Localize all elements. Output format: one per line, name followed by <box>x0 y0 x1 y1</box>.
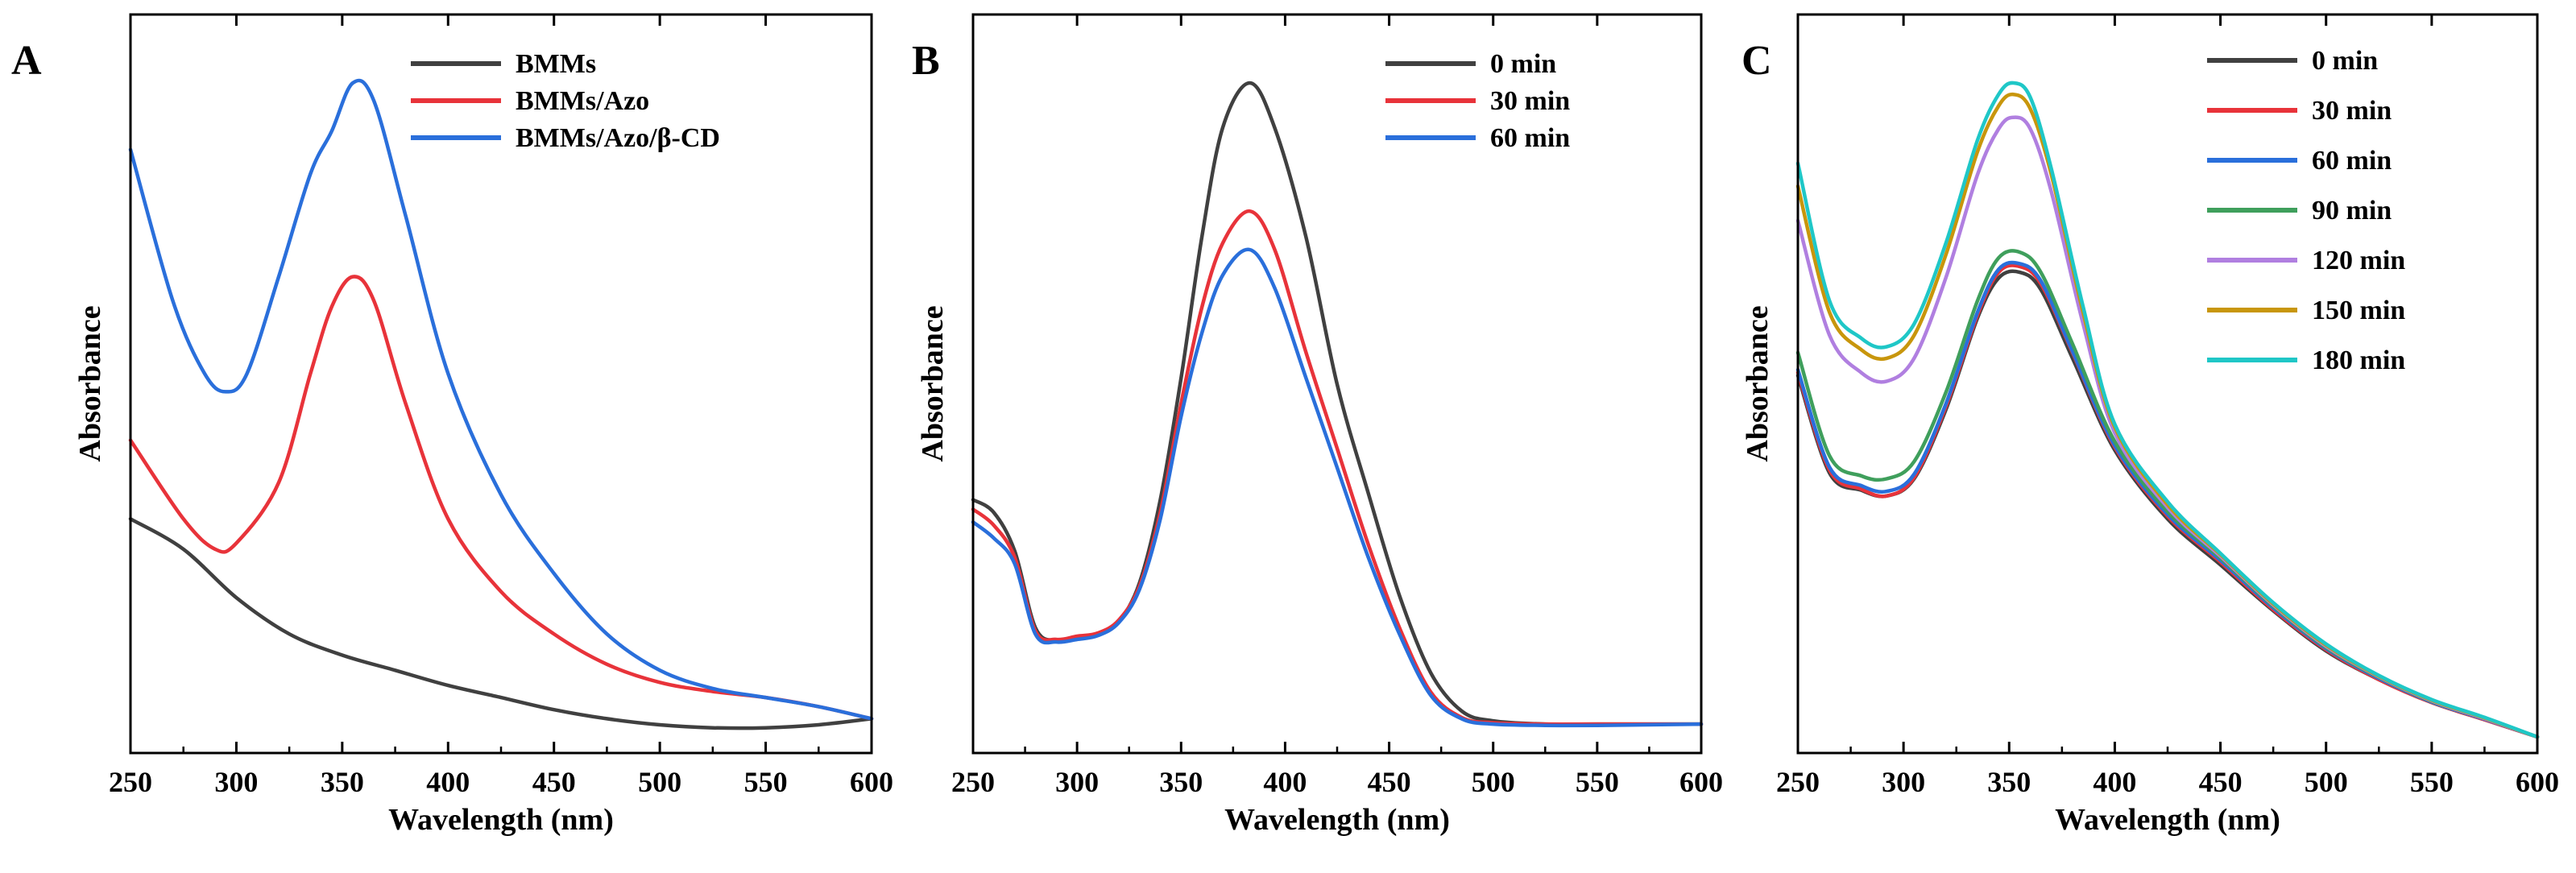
legend-label: 0 min <box>1490 49 1556 79</box>
x-tick-label: 300 <box>1882 766 1925 798</box>
series-line-c-6 <box>1795 81 2540 739</box>
legend-label: 60 min <box>2312 146 2392 176</box>
legend-label: BMMs <box>516 49 596 79</box>
x-tick-label: 300 <box>214 766 258 798</box>
legend: BMMs BMMs/Azo BMMs/Azo/β-CD <box>411 49 720 153</box>
y-axis-label: Absorbance <box>73 305 107 461</box>
legend: 0 min 30 min 60 min <box>1385 49 1570 153</box>
x-tick-label: 550 <box>2410 766 2454 798</box>
x-tick-label: 250 <box>1776 766 1820 798</box>
x-axis-label: Wavelength (nm) <box>388 803 614 837</box>
legend-label: BMMs/Azo/β-CD <box>516 123 720 153</box>
x-tick-label: 450 <box>1368 766 1411 798</box>
x-tick-label: 300 <box>1055 766 1099 798</box>
legend-label: 30 min <box>2312 96 2392 126</box>
x-tick-label: 550 <box>744 766 788 798</box>
legend-label: 30 min <box>1490 86 1570 116</box>
y-axis-label: Absorbance <box>916 305 950 461</box>
x-tick-label: 550 <box>1576 766 1619 798</box>
x-tick-label: 350 <box>321 766 364 798</box>
x-tick-label: 250 <box>109 766 152 798</box>
legend-label: 90 min <box>2312 196 2392 225</box>
panel-letter: B <box>912 38 940 84</box>
x-tick-label: 600 <box>2516 766 2559 798</box>
series-line-c-4 <box>1795 115 2540 739</box>
x-tick-label: 500 <box>638 766 681 798</box>
x-tick-label: 350 <box>1159 766 1203 798</box>
panel-c: 250 300 350 400 450 500 550 600 Wavelength (nm) A… <box>1741 13 2559 837</box>
x-tick-label: 400 <box>1263 766 1307 798</box>
legend-label: 0 min <box>2312 46 2378 76</box>
y-axis-label: Absorbance <box>1741 305 1775 461</box>
panel-letter: A <box>11 38 42 84</box>
legend-label: 120 min <box>2312 246 2405 275</box>
series-line-b-0 <box>971 81 1704 726</box>
panel-letter: C <box>1741 38 1772 84</box>
panel-b: 250 300 350 400 450 500 550 600 Wavelength (nm) A… <box>912 13 1723 837</box>
series-line-c-5 <box>1795 92 2540 739</box>
x-tick-label: 500 <box>1472 766 1515 798</box>
x-tick-label: 250 <box>951 766 995 798</box>
series-line-a-1 <box>128 275 874 721</box>
series-line-c-3 <box>1795 249 2540 739</box>
x-axis-label: Wavelength (nm) <box>1224 803 1450 837</box>
x-tick-label: 600 <box>1679 766 1723 798</box>
legend: 0 min 30 min 60 min 90 min 120 min 150 min 180… <box>2207 46 2405 375</box>
x-tick-label: 400 <box>426 766 470 798</box>
legend-label: 150 min <box>2312 296 2405 325</box>
x-tick-label: 600 <box>850 766 893 798</box>
x-tick-label: 450 <box>2199 766 2243 798</box>
panel-a: 250 300 350 400 450 500 550 600 Wavelength (nm) A… <box>11 13 893 837</box>
legend-label: 180 min <box>2312 345 2405 375</box>
series-line-a-0 <box>128 517 874 730</box>
series-line-a-2 <box>128 78 874 721</box>
legend-label: BMMs/Azo <box>516 86 649 116</box>
x-tick-label: 350 <box>1987 766 2031 798</box>
x-tick-label: 450 <box>532 766 576 798</box>
legend-label: 60 min <box>1490 123 1570 153</box>
series-line-b-2 <box>971 247 1704 728</box>
x-axis-label: Wavelength (nm) <box>2055 803 2280 837</box>
x-tick-label: 400 <box>2093 766 2136 798</box>
x-tick-label: 500 <box>2305 766 2348 798</box>
plot-frame <box>1796 13 2539 755</box>
